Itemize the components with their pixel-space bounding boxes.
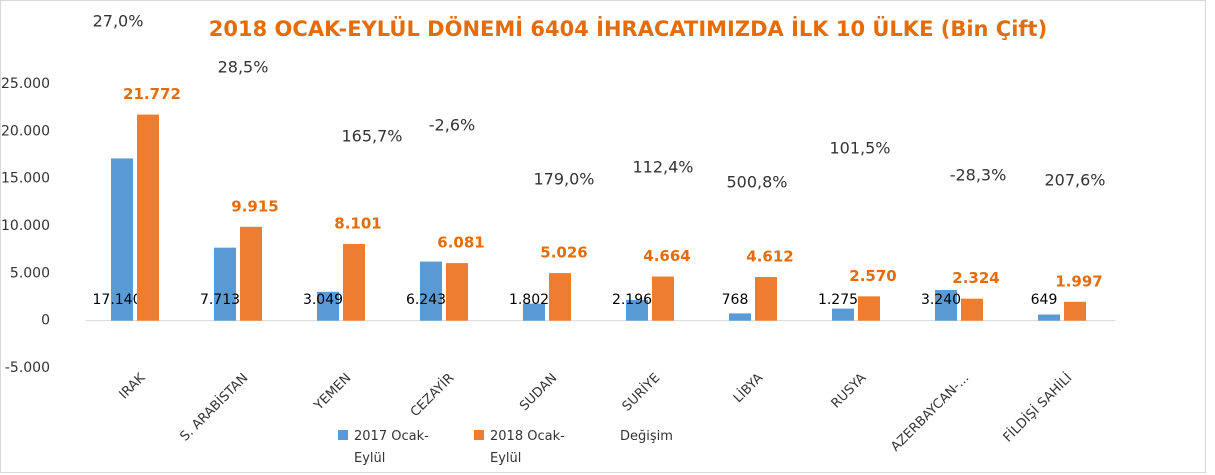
data-label: 8.101	[334, 214, 381, 232]
legend-item: 2017 Ocak-Eylül	[338, 426, 446, 470]
x-tick-label: YEMEN	[311, 371, 354, 414]
legend-item: Değişim	[604, 426, 712, 448]
bar	[626, 299, 648, 321]
bar	[111, 158, 133, 321]
x-tick-label: SURİYE	[619, 370, 663, 414]
x-tick-label: RUSYA	[829, 371, 870, 412]
bar	[832, 308, 854, 321]
x-tick-label: FİLDİŞİ SAHİLİ	[1000, 370, 1075, 445]
change-label: -28,3%	[950, 166, 1007, 185]
y-tick-label: 0	[41, 313, 50, 329]
data-label: 2.324	[952, 269, 999, 287]
data-label: 4.664	[643, 247, 690, 265]
y-tick-label: -5.000	[5, 360, 50, 376]
legend-swatch	[474, 430, 484, 440]
legend-label: Değişim	[620, 429, 673, 444]
bar	[1064, 301, 1086, 321]
y-tick-label: 5.000	[10, 265, 50, 281]
change-label: 207,6%	[1044, 171, 1105, 190]
data-label: 768	[722, 292, 749, 308]
bar	[961, 298, 983, 321]
y-tick-label: 25.000	[1, 76, 50, 92]
bar	[240, 226, 262, 321]
data-label: 2.570	[849, 267, 896, 285]
bar	[317, 291, 339, 321]
bar	[343, 243, 365, 321]
change-label: 101,5%	[829, 139, 890, 158]
bar	[935, 289, 957, 321]
data-label: 7.713	[200, 292, 240, 308]
data-label: 9.915	[231, 197, 278, 215]
change-label: 27,0%	[93, 12, 144, 31]
change-label: 500,8%	[726, 173, 787, 192]
legend-item: 2018 Ocak-Eylül	[474, 426, 582, 470]
bar	[1038, 314, 1060, 321]
data-label: 6.081	[437, 234, 484, 252]
data-label: 3.240	[921, 292, 961, 308]
x-tick-label: SUDAN	[517, 371, 560, 414]
y-tick-label: 15.000	[1, 171, 50, 187]
data-label: 6.243	[406, 292, 446, 308]
x-tick-label: LİBYA	[730, 370, 766, 406]
bar	[214, 247, 236, 321]
chart-title: 2018 OCAK-EYLÜL DÖNEMİ 6404 İHRACATIMIZD…	[209, 16, 1047, 41]
y-tick-label: 20.000	[1, 123, 50, 139]
x-tick-label: AZERBAYCAN-...	[888, 371, 972, 455]
data-label: 649	[1031, 292, 1058, 308]
bar	[523, 303, 545, 321]
data-label: 5.026	[540, 244, 587, 262]
change-label: 179,0%	[533, 170, 594, 189]
change-label: 28,5%	[218, 58, 269, 77]
x-tick-label: CEZAYİR	[407, 370, 457, 420]
data-label: 1.802	[509, 292, 549, 308]
legend-swatch	[604, 430, 614, 440]
data-label: 17.140	[93, 292, 142, 308]
bar	[858, 296, 880, 321]
legend-label: 2017 Ocak-Eylül	[354, 429, 429, 466]
bar	[729, 313, 751, 321]
legend-swatch	[338, 430, 348, 440]
x-tick-label: IRAK	[117, 370, 149, 402]
bar	[137, 114, 159, 321]
x-tick-label: S. ARABİSTAN	[177, 370, 252, 445]
bar	[549, 273, 571, 321]
data-label: 2.196	[612, 292, 652, 308]
data-label: 21.772	[123, 85, 181, 103]
legend-label: 2018 Ocak-Eylül	[490, 429, 565, 466]
change-label: 112,4%	[632, 158, 693, 177]
data-label: 1.275	[818, 292, 858, 308]
y-tick-label: 10.000	[1, 218, 50, 234]
bar	[652, 276, 674, 321]
data-label: 4.612	[746, 248, 793, 266]
bar	[755, 277, 777, 321]
data-label: 1.997	[1055, 272, 1102, 290]
data-label: 3.049	[303, 292, 343, 308]
bar	[420, 261, 442, 321]
change-label: -2,6%	[429, 116, 475, 135]
change-label: 165,7%	[341, 127, 402, 146]
bar	[446, 263, 468, 321]
